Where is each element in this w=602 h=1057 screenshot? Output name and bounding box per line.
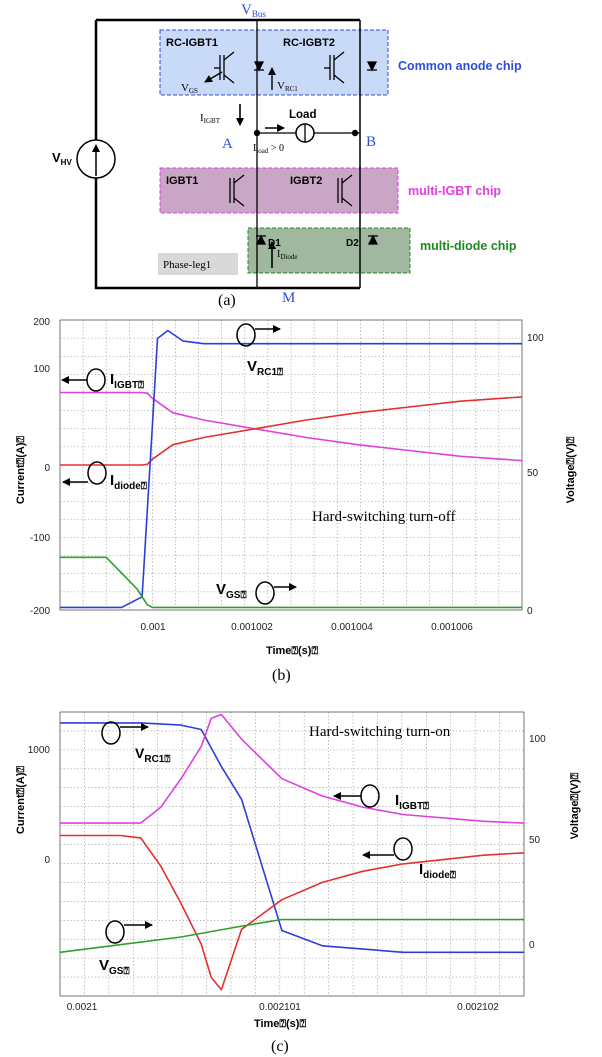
plot-b-series-line-2	[60, 329, 522, 609]
common-anode-chip-region	[159, 29, 389, 96]
plot-b-ylabel-left: Current⍰(A)⍰	[15, 436, 27, 505]
plot-c-series-line-1	[60, 713, 525, 824]
plot-c-tick-left-0: 1000	[28, 745, 51, 756]
plot-c-label-vrc1: VRC1⍰	[135, 745, 170, 765]
plot-b-label-idiode: Idiode⍰	[110, 472, 147, 492]
plot-b-series-line-0	[60, 391, 523, 462]
plot-c-tick-right-2: 0	[529, 940, 535, 951]
plot-b-xlabel: Time⍰(s)⍰	[266, 645, 319, 657]
plot-b-tick-left-1: 100	[33, 364, 50, 375]
node-b-dot	[351, 129, 359, 137]
iload-label: Iload > 0	[253, 143, 284, 155]
multi-diode-chip-label: multi-diode chip	[420, 239, 517, 253]
d2-label: D2	[346, 238, 359, 249]
rc-igbt1-symbol	[214, 51, 265, 84]
plot-b-annotation: Hard-switching turn-off	[312, 509, 455, 525]
plot-b-tick-left-0: 200	[33, 317, 50, 328]
plot-b-tick-left-2: 0	[44, 463, 50, 474]
load-label: Load	[289, 109, 316, 121]
vhv-label: VHV	[52, 150, 72, 167]
multi-diode-chip-region	[247, 227, 411, 274]
plot-b-tick-x-0: 0.001	[140, 622, 165, 633]
iigbt-circuit-label: IIGBT	[200, 112, 221, 125]
vgs-arrow	[204, 71, 223, 83]
plot-b-series-line-1	[60, 396, 523, 466]
vgs-circuit-label: VGS	[181, 82, 198, 95]
plot-c-ylabel-left: Current⍰(A)⍰	[15, 766, 27, 835]
node-a-dot	[253, 129, 261, 137]
caption-a: (a)	[218, 292, 236, 309]
rc-igbt2-symbol	[324, 51, 378, 84]
plot-b-tick-x-1: 0.001002	[231, 622, 273, 633]
phase-leg-box	[158, 253, 238, 275]
plot-b-tick-right-2: 0	[527, 606, 533, 617]
d1-symbol	[255, 234, 267, 245]
plot-c-label-vgs: VGS⍰	[99, 957, 129, 977]
rc-igbt2-label: RC-IGBT2	[283, 37, 335, 49]
plot-b-tick-right-0: 100	[527, 333, 544, 344]
plot-b-tick-x-2: 0.001004	[331, 622, 373, 633]
plot-c-tick-left-1: 0	[44, 855, 50, 866]
igbt1-symbol	[229, 174, 245, 207]
rc-igbt1-label: RC-IGBT1	[166, 37, 218, 49]
plot-c-series	[59, 713, 525, 991]
d1-label: D1	[268, 238, 281, 249]
plot-c-ylabel-right: Voltage⍰(V)⍰	[569, 772, 581, 839]
plot-c-tick-x-0: 0.0021	[67, 1002, 98, 1013]
plot-c-tick-x-1: 0.002101	[259, 1002, 301, 1013]
plot-b-series-line-3	[60, 556, 522, 609]
vrc1-circuit-label: VRC1	[277, 80, 298, 93]
plot-c-label-idiode: Idiode⍰	[419, 861, 456, 881]
plot-c: 1000 0 100 50 0 0.0021 0.002101 0.002102…	[15, 711, 581, 1055]
plot-c-tick-x-2: 0.002102	[457, 1002, 499, 1013]
plot-c-label-iigbt: IIGBT⍰	[395, 792, 429, 812]
multi-igbt-chip-label: multi-IGBT chip	[408, 184, 501, 198]
outer-loop-wire	[94, 18, 360, 290]
phase-leg-label: Phase-leg1	[163, 259, 211, 271]
plot-c-xlabel: Time⍰(s)⍰	[254, 1018, 307, 1030]
multi-igbt-chip-region	[159, 167, 399, 214]
plot-c-series-line-3	[59, 918, 524, 954]
plot-c-annotation: Hard-switching turn-on	[309, 724, 451, 740]
plot-c-series-line-0	[60, 722, 524, 954]
plot-b-series	[60, 329, 523, 609]
common-anode-chip-label: Common anode chip	[398, 59, 522, 73]
plot-b-tick-left-4: -200	[30, 606, 50, 617]
idiode-label: IDiode	[277, 249, 297, 261]
plot-b-label-vgs: VGS⍰	[216, 581, 246, 601]
plot-b-tick-x-3: 0.001006	[431, 622, 473, 633]
plot-b-tick-right-1: 50	[527, 468, 539, 479]
node-a-label: A	[222, 136, 233, 152]
plot-b-ylabel-right: Voltage⍰(V)⍰	[565, 436, 577, 503]
caption-b: (b)	[272, 667, 291, 684]
plot-c-frame	[59, 711, 525, 997]
igbt1-label: IGBT1	[166, 175, 198, 187]
plot-b-tick-left-3: -100	[30, 533, 50, 544]
plot-c-tick-right-0: 100	[529, 734, 546, 745]
d2-symbol	[367, 234, 379, 245]
node-m-label: M	[282, 290, 295, 306]
plot-c-series-line-2	[60, 834, 525, 991]
plot-c-grid	[60, 712, 524, 996]
plot-b: 200 100 0 -100 -200 100 50 0 0.001 0.001…	[15, 317, 577, 684]
plot-c-tick-right-1: 50	[529, 835, 541, 846]
plot-b-label-vrc1: VRC1⍰	[247, 358, 283, 378]
igbt2-symbol	[337, 174, 353, 207]
circuit-diagram: VBus VHV RC-IGBT1 RC-IGBT2 Common anode …	[52, 2, 522, 309]
plot-b-label-iigbt: IIGBT⍰	[110, 371, 144, 391]
vbus-label: VBus	[241, 2, 266, 19]
caption-c: (c)	[271, 1038, 289, 1055]
node-b-label: B	[366, 134, 376, 150]
igbt2-label: IGBT2	[290, 175, 322, 187]
